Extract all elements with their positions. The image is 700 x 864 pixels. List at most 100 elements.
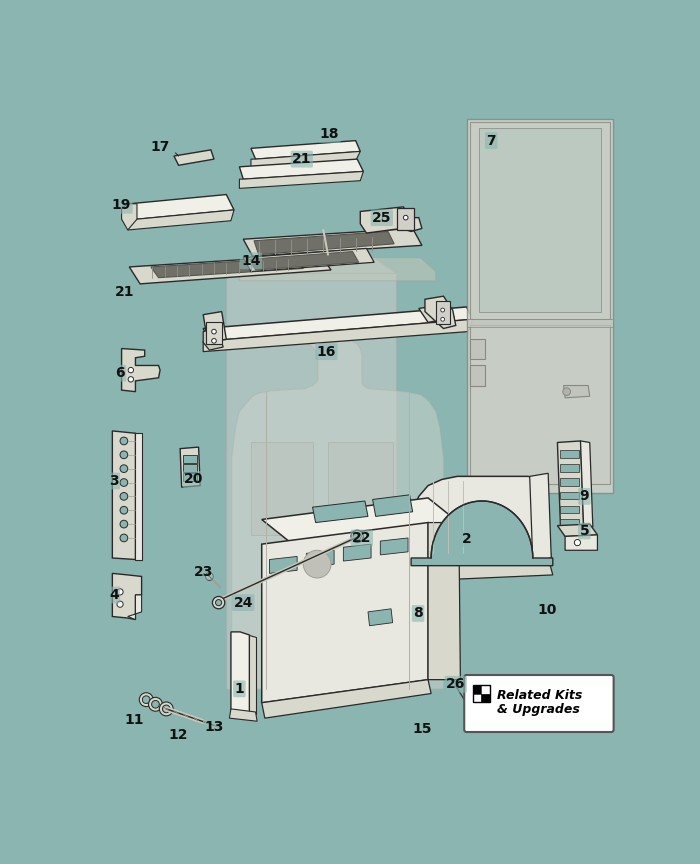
- Circle shape: [160, 702, 173, 716]
- Polygon shape: [262, 680, 431, 718]
- Bar: [473, 685, 490, 702]
- Polygon shape: [244, 249, 374, 271]
- Bar: [561, 505, 579, 513]
- Bar: [398, 208, 414, 230]
- Polygon shape: [262, 498, 459, 544]
- Circle shape: [211, 339, 216, 343]
- Polygon shape: [122, 204, 137, 230]
- Text: 3: 3: [109, 474, 119, 488]
- Circle shape: [148, 697, 162, 711]
- Text: 15: 15: [412, 722, 432, 736]
- Polygon shape: [226, 273, 395, 689]
- Polygon shape: [565, 535, 598, 550]
- Polygon shape: [249, 635, 256, 714]
- Polygon shape: [380, 538, 408, 555]
- Circle shape: [117, 601, 123, 607]
- Circle shape: [441, 317, 444, 321]
- Polygon shape: [226, 254, 395, 273]
- Text: 21: 21: [292, 152, 312, 166]
- Polygon shape: [203, 328, 223, 350]
- Text: 25: 25: [372, 211, 391, 225]
- Polygon shape: [530, 473, 552, 561]
- Polygon shape: [328, 442, 393, 535]
- Text: 12: 12: [169, 728, 188, 742]
- Polygon shape: [112, 574, 141, 619]
- Bar: [435, 301, 449, 324]
- Polygon shape: [239, 171, 363, 188]
- Text: 7: 7: [486, 134, 496, 148]
- Circle shape: [120, 534, 127, 542]
- Polygon shape: [203, 307, 473, 340]
- Circle shape: [441, 308, 444, 312]
- Polygon shape: [230, 708, 257, 721]
- Text: 22: 22: [352, 531, 372, 545]
- Circle shape: [117, 588, 123, 595]
- Polygon shape: [360, 206, 422, 233]
- Polygon shape: [174, 149, 214, 165]
- Polygon shape: [203, 312, 226, 342]
- Text: 14: 14: [241, 254, 260, 268]
- Circle shape: [216, 600, 222, 606]
- Polygon shape: [254, 232, 394, 255]
- Polygon shape: [312, 501, 368, 523]
- Circle shape: [574, 539, 580, 546]
- Text: 16: 16: [316, 345, 336, 359]
- Bar: [481, 685, 490, 694]
- Circle shape: [139, 693, 153, 707]
- Circle shape: [211, 329, 216, 334]
- Polygon shape: [262, 523, 428, 702]
- Polygon shape: [251, 141, 360, 159]
- Text: 9: 9: [580, 489, 589, 504]
- Polygon shape: [130, 194, 234, 219]
- Text: 18: 18: [320, 128, 340, 142]
- Bar: [470, 339, 485, 359]
- Bar: [470, 365, 485, 385]
- Circle shape: [120, 520, 127, 528]
- Polygon shape: [127, 595, 141, 619]
- Polygon shape: [466, 320, 613, 327]
- Bar: [561, 519, 579, 527]
- Circle shape: [120, 479, 127, 486]
- Polygon shape: [135, 433, 141, 560]
- Polygon shape: [536, 544, 552, 564]
- Text: 13: 13: [204, 721, 224, 734]
- Text: & Upgrades: & Upgrades: [497, 703, 580, 716]
- Text: 17: 17: [150, 140, 170, 154]
- Text: 1: 1: [234, 682, 244, 696]
- Text: Related Kits: Related Kits: [497, 689, 582, 702]
- Circle shape: [128, 377, 134, 382]
- Circle shape: [120, 465, 127, 473]
- FancyBboxPatch shape: [464, 675, 614, 732]
- Circle shape: [303, 550, 331, 578]
- Polygon shape: [151, 257, 303, 277]
- Polygon shape: [112, 431, 135, 560]
- Bar: [561, 450, 579, 458]
- Bar: [206, 322, 222, 344]
- Polygon shape: [557, 524, 598, 537]
- Polygon shape: [419, 304, 454, 322]
- Bar: [561, 464, 579, 472]
- Bar: [473, 685, 481, 694]
- Polygon shape: [580, 441, 593, 527]
- Bar: [473, 694, 481, 702]
- Polygon shape: [232, 340, 444, 689]
- Polygon shape: [127, 210, 234, 230]
- Polygon shape: [411, 476, 548, 564]
- Circle shape: [120, 451, 127, 459]
- Text: 20: 20: [184, 473, 204, 486]
- Polygon shape: [307, 550, 334, 568]
- Polygon shape: [239, 159, 363, 179]
- Polygon shape: [564, 385, 589, 397]
- Polygon shape: [470, 122, 610, 320]
- Polygon shape: [130, 255, 331, 284]
- Circle shape: [120, 492, 127, 500]
- Circle shape: [206, 573, 214, 581]
- Polygon shape: [251, 442, 312, 535]
- Circle shape: [354, 532, 361, 540]
- Polygon shape: [239, 257, 435, 281]
- Circle shape: [142, 696, 150, 703]
- Circle shape: [403, 215, 408, 220]
- Polygon shape: [466, 119, 613, 492]
- Polygon shape: [372, 495, 413, 517]
- Text: 6: 6: [116, 366, 125, 380]
